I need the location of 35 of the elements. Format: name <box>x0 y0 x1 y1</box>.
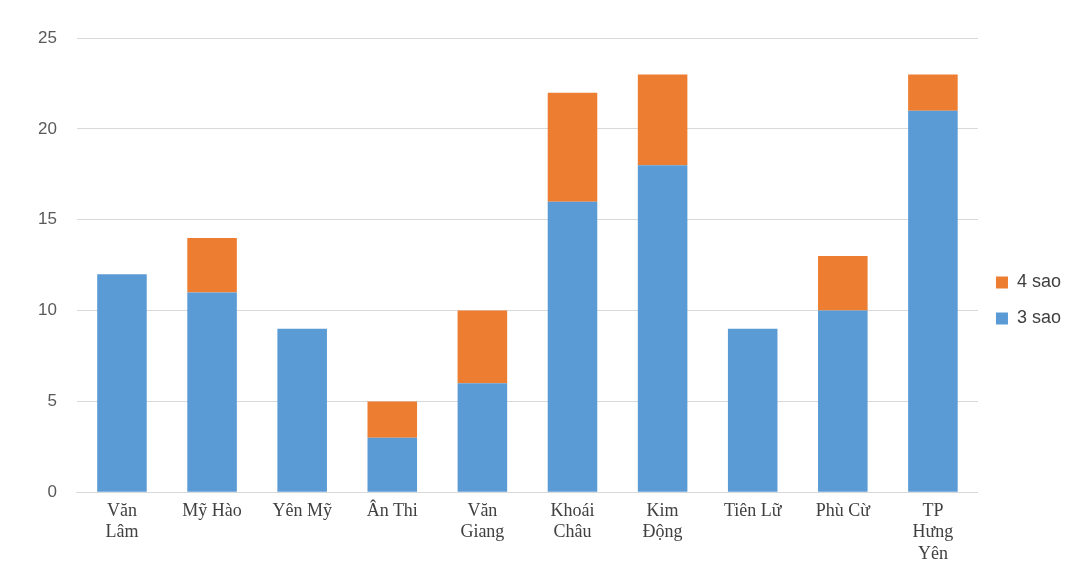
legend-label: 4 sao <box>1016 271 1062 292</box>
bar <box>637 165 688 492</box>
x-tick-label: Văn Giang <box>460 499 505 542</box>
bar <box>457 310 508 384</box>
bar <box>908 110 958 492</box>
x-tick-label: Yên Mỹ <box>272 499 332 520</box>
x-tick-label: Khoái Châu <box>550 499 595 542</box>
bar <box>818 310 868 492</box>
bar <box>277 328 327 492</box>
bar <box>818 256 868 311</box>
bar <box>187 237 237 293</box>
bar <box>547 201 598 492</box>
bar <box>908 74 958 111</box>
bar <box>637 74 688 166</box>
bar <box>457 383 508 492</box>
bar <box>367 437 418 492</box>
y-tick-label: 10 <box>37 300 57 320</box>
x-tick-label: Văn Lâm <box>105 499 139 542</box>
bar <box>727 328 778 492</box>
x-tick-label: TP Hưng Yên <box>912 499 954 563</box>
legend-label: 3 sao <box>1016 307 1062 328</box>
bar <box>547 92 598 202</box>
bar <box>187 292 237 492</box>
y-tick-label: 15 <box>37 209 57 229</box>
x-tick-label: Kim Động <box>642 499 683 542</box>
x-tick-label: Phù Cừ <box>815 499 872 520</box>
x-tick-label: Tiên Lữ <box>723 499 783 520</box>
y-tick-label: 25 <box>37 27 57 47</box>
y-tick-label: 5 <box>47 391 57 411</box>
y-tick-label: 20 <box>37 118 57 138</box>
bar <box>367 401 418 438</box>
y-tick-label: 0 <box>47 481 57 501</box>
bar <box>97 274 147 492</box>
x-tick-label: Mỹ Hào <box>182 499 242 520</box>
x-tick-label: Ân Thi <box>366 498 418 520</box>
